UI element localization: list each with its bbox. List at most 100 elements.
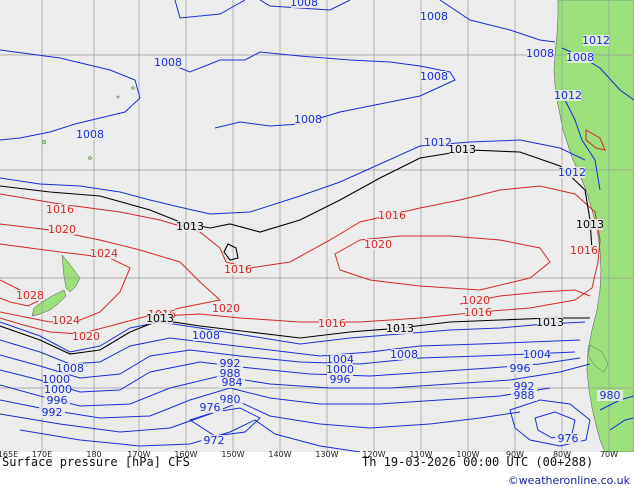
isobar-label: 1008 xyxy=(390,348,418,361)
fuegian-islands xyxy=(587,344,609,373)
isobar-label: 996 xyxy=(510,362,531,375)
isobar-label-background xyxy=(421,11,447,22)
isobar-label: 1013 xyxy=(146,312,174,325)
isobar-label-background xyxy=(201,435,227,446)
isobar-label: 1008 xyxy=(154,56,182,69)
isobar-label-background xyxy=(465,307,491,318)
isobar-label: 1008 xyxy=(290,0,318,9)
isobar-label-background xyxy=(327,374,353,385)
isobar-label: 976 xyxy=(200,401,221,414)
isobar-label-background xyxy=(421,71,447,82)
isobar-label: 1008 xyxy=(420,10,448,23)
isobar-label-background xyxy=(295,114,321,125)
isobar-label: 1000 xyxy=(42,373,70,386)
longitude-label: 140W xyxy=(268,450,292,459)
isobar-label: 992 xyxy=(514,380,535,393)
black-isobar-labels: 1013 1013 1013 1013 1013 1013 xyxy=(146,143,604,335)
isobar-label: 1016 xyxy=(318,317,346,330)
red-isobar-labels: 1016102010241028102410201016101610201016… xyxy=(16,203,598,343)
isobar-label: 1020 xyxy=(212,302,240,315)
longitude-label: 160W xyxy=(174,450,198,459)
new-zealand-south-island xyxy=(31,289,67,317)
isobar-label: 1013 xyxy=(386,322,414,335)
map-canvas: 1008 1008 1008 1008 1008 1008 1008 1008 1012 1012… xyxy=(0,0,634,452)
isobar-label: 1000 xyxy=(44,383,72,396)
isobar-label-background xyxy=(291,0,317,8)
isobar-label: 1024 xyxy=(90,247,118,260)
isobar-label: 1016 xyxy=(224,263,252,276)
isobar-label-background xyxy=(567,52,593,63)
isobar-label: 1008 xyxy=(294,113,322,126)
isobar-label: 1012 xyxy=(554,89,582,102)
valid-time: Th 19-03-2026 00:00 UTC (00+288) xyxy=(362,455,594,469)
longitude-label: 120W xyxy=(362,450,386,459)
isobar-label-background xyxy=(39,407,65,418)
isobar-label-background xyxy=(583,35,609,46)
pacific-island xyxy=(88,156,92,160)
isobar-label-background xyxy=(511,390,537,401)
longitude-label: 170W xyxy=(127,450,151,459)
isobar-label-background xyxy=(537,317,563,328)
isobar-label-background xyxy=(449,144,475,155)
reference-isobars xyxy=(0,149,593,355)
isobar-label: 1028 xyxy=(16,289,44,302)
isobar-label: 1004 xyxy=(523,348,551,361)
longitude-label: 180 xyxy=(86,450,102,459)
isobar-label-background xyxy=(47,204,73,215)
land-masses xyxy=(31,0,634,452)
isobar-label: 1008 xyxy=(76,128,104,141)
isobar-label: 1020 xyxy=(364,238,392,251)
isobar-label-background xyxy=(57,363,83,374)
isobar-label-background xyxy=(577,219,603,230)
isobar-label-background xyxy=(217,358,243,369)
isobar-label-background xyxy=(217,368,243,379)
isobar-label: 1008 xyxy=(192,329,220,342)
isobar-label-background xyxy=(197,402,223,413)
isobar-label: 976 xyxy=(558,432,579,445)
isobar-label: 1020 xyxy=(462,294,490,307)
isobar-label: 1013 xyxy=(176,220,204,233)
graticule xyxy=(0,0,634,452)
isobar-label-background xyxy=(45,384,71,395)
isobar-label: 1008 xyxy=(56,362,84,375)
isobar-label-background xyxy=(327,364,353,375)
map-footer: 165E 170E 180 170W 160W 150W 140W 130W 120W 110W 1… xyxy=(0,450,634,490)
map-title: Surface pressure [hPa] CFS xyxy=(2,455,190,469)
new-zealand-north-island xyxy=(61,254,81,293)
isobar-label-background xyxy=(365,239,391,250)
isobar-label-background xyxy=(177,221,203,232)
isobar-label: 1008 xyxy=(526,47,554,60)
isobar-label-background xyxy=(319,318,345,329)
isobar-label-background xyxy=(193,330,219,341)
pacific-island xyxy=(116,95,120,99)
credit-link[interactable]: ©weatheronline.co.uk xyxy=(507,474,630,487)
longitude-label: 165E xyxy=(0,450,19,459)
isobar-label: 1016 xyxy=(378,209,406,222)
pressure-map: 1008 1008 1008 1008 1008 1008 1008 1008 1012 1012… xyxy=(0,0,634,452)
isobar-label: 1013 xyxy=(448,143,476,156)
isobar-label: 992 xyxy=(42,406,63,419)
isobar-label-background xyxy=(44,395,70,406)
longitude-label: 70W xyxy=(599,450,619,459)
isobar-label: 1008 xyxy=(566,51,594,64)
isobar-label-background xyxy=(49,224,75,235)
isobar-label: 1004 xyxy=(326,353,354,366)
isobar-label-background xyxy=(43,374,69,385)
south-america-land xyxy=(553,0,634,452)
isobar-label: 996 xyxy=(47,394,68,407)
isobar-label-background xyxy=(559,167,585,178)
isobar-label: 1013 xyxy=(536,316,564,329)
isobar-label-background xyxy=(555,433,581,444)
isobar-label: 1008 xyxy=(420,70,448,83)
isobar-label: 988 xyxy=(220,367,241,380)
isobar-label-background xyxy=(379,210,405,221)
isobar-label: 1016 xyxy=(570,244,598,257)
isobar-label-background xyxy=(555,90,581,101)
isobar-label-background xyxy=(91,248,117,259)
isobar-label: 1000 xyxy=(326,363,354,376)
isobar-label-background xyxy=(217,394,243,405)
blue-isobar-labels: 1008 1008 1008 1008 1008 1008 1008 1008 1012 1012… xyxy=(39,0,623,447)
isobar-label-background xyxy=(225,264,251,275)
isobar-label-background xyxy=(219,377,245,388)
pacific-island xyxy=(131,86,135,90)
